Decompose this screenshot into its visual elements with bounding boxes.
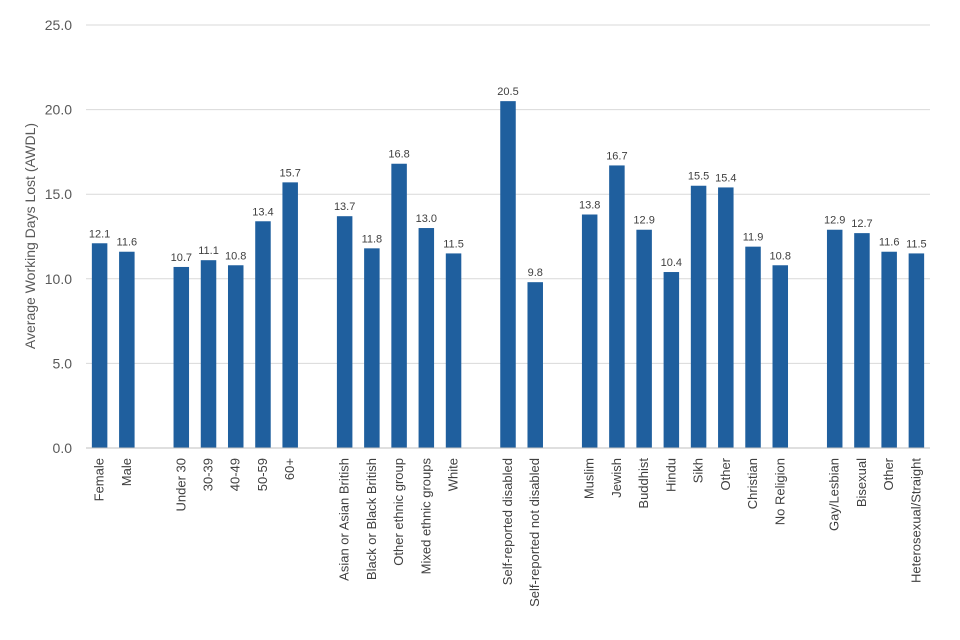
bar — [173, 266, 190, 448]
x-tick-label: No Religion — [772, 458, 787, 525]
y-tick-label: 5.0 — [53, 355, 73, 371]
y-tick-label: 10.0 — [45, 271, 72, 287]
data-label: 11.5 — [906, 238, 927, 250]
bar — [282, 182, 298, 449]
bar — [91, 243, 108, 448]
data-label: 13.4 — [252, 206, 273, 218]
bar — [908, 253, 925, 448]
y-axis-title: Average Working Days Lost (AWDL) — [22, 123, 38, 349]
x-tick-label: Other — [718, 457, 733, 490]
data-label: 10.8 — [770, 250, 791, 262]
bar — [200, 260, 217, 448]
bar — [255, 221, 271, 448]
x-axis-ticks: Female Male Under 30 30-39 40-49 50-59 60+ Asia… — [92, 457, 924, 607]
x-tick-label: Mixed ethnic groups — [418, 458, 433, 575]
bars — [91, 101, 925, 449]
x-tick-label: Under 30 — [173, 458, 188, 511]
bar — [690, 185, 707, 449]
x-tick-label: Gay/Lesbian — [827, 458, 842, 531]
data-label: 11.6 — [117, 237, 138, 249]
bar — [500, 101, 516, 448]
data-label: 12.9 — [633, 215, 654, 227]
bar — [826, 229, 843, 448]
data-label: 11.8 — [362, 233, 383, 245]
bar — [718, 187, 734, 448]
y-tick-label: 0.0 — [53, 440, 73, 456]
data-label: 10.4 — [661, 257, 682, 269]
bar — [854, 233, 870, 448]
data-label: 10.8 — [225, 250, 246, 262]
data-label: 15.5 — [688, 171, 709, 183]
x-tick-label: 60+ — [282, 458, 297, 480]
data-label: 15.7 — [279, 167, 300, 179]
data-label: 11.6 — [879, 237, 900, 249]
y-tick-label: 15.0 — [45, 186, 72, 202]
bar — [336, 216, 353, 448]
y-tick-label: 20.0 — [45, 102, 72, 118]
data-label: 10.7 — [171, 252, 192, 264]
data-label: 12.7 — [851, 218, 872, 230]
x-tick-label: Other — [881, 457, 896, 490]
data-label: 13.0 — [416, 213, 437, 225]
y-axis-ticks: 0.0 5.0 10.0 15.0 20.0 25.0 — [45, 17, 72, 456]
bar — [663, 272, 680, 448]
x-tick-label: Hindu — [663, 458, 678, 492]
data-label: 11.9 — [743, 232, 764, 244]
data-label: 15.4 — [715, 172, 736, 184]
data-label: 20.5 — [497, 86, 518, 98]
bar — [745, 246, 761, 448]
data-label: 16.8 — [388, 149, 409, 161]
data-labels: 12.1 11.6 10.7 11.1 10.8 13.4 15.7 13.7 11.8 16.8… — [89, 86, 927, 279]
x-tick-label: Bisexual — [854, 458, 869, 507]
bar — [364, 248, 380, 448]
y-tick-label: 25.0 — [45, 17, 72, 33]
data-label: 12.1 — [89, 228, 110, 240]
data-label: 11.1 — [198, 245, 219, 257]
x-tick-label: Jewish — [609, 458, 624, 498]
data-label: 9.8 — [528, 267, 543, 279]
x-tick-label: Muslim — [582, 458, 597, 499]
data-label: 11.5 — [443, 238, 464, 250]
x-tick-label: 40-49 — [228, 458, 243, 491]
x-tick-label: Female — [92, 458, 107, 501]
x-tick-label: Christian — [745, 458, 760, 509]
bar — [881, 251, 897, 448]
x-tick-label: Self-reported disabled — [500, 458, 515, 585]
x-tick-label: Sikh — [691, 458, 706, 483]
bar — [527, 282, 543, 448]
bar — [119, 251, 135, 448]
x-tick-label: Buddhist — [636, 458, 651, 509]
data-label: 13.7 — [334, 201, 355, 213]
bar — [772, 265, 789, 448]
data-label: 13.8 — [579, 200, 600, 212]
bar — [227, 265, 244, 448]
x-tick-label: 30-39 — [201, 458, 216, 491]
x-tick-label: Asian or Asian British — [337, 458, 352, 581]
bar — [418, 228, 435, 448]
bar — [636, 229, 652, 448]
x-tick-label: Black or Black British — [364, 458, 379, 580]
bar — [445, 253, 462, 448]
x-tick-label: Heterosexual/Straight — [908, 458, 923, 583]
x-tick-label: Male — [119, 458, 134, 486]
bar — [609, 165, 625, 448]
bar — [581, 214, 598, 448]
x-tick-label: White — [446, 458, 461, 491]
x-tick-label: Other ethnic group — [391, 458, 406, 566]
bar — [391, 163, 407, 449]
data-label: 12.9 — [824, 215, 845, 227]
x-tick-label: 50-59 — [255, 458, 270, 491]
x-tick-label: Self-reported not disabled — [527, 458, 542, 607]
data-label: 16.7 — [606, 150, 627, 162]
